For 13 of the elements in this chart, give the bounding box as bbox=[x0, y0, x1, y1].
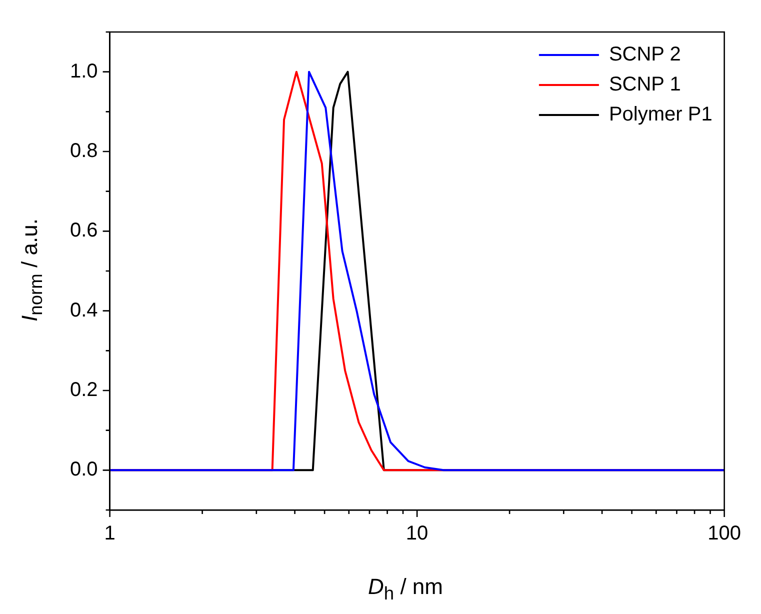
y-tick-label: 1.0 bbox=[70, 60, 98, 82]
y-tick-label: 0.8 bbox=[70, 140, 98, 162]
legend-label: SCNP 2 bbox=[608, 44, 681, 66]
y-tick-label: 0.4 bbox=[70, 299, 98, 322]
y-tick-label: 0.0 bbox=[70, 458, 98, 481]
y-tick-label: 0.6 bbox=[70, 220, 98, 242]
x-tick-label: 1 bbox=[104, 522, 116, 545]
legend-label: SCNP 1 bbox=[608, 74, 681, 96]
x-tick-label: 10 bbox=[406, 522, 428, 545]
x-tick-label: 100 bbox=[708, 522, 742, 545]
legend-label: Polymer P1 bbox=[608, 104, 712, 126]
x-axis-title: D$_{h}$ / nm bbox=[367, 574, 444, 604]
y-tick-label: 0.2 bbox=[70, 379, 98, 402]
